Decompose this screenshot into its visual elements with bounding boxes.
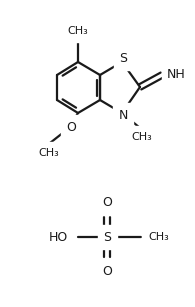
Text: O: O [102, 196, 112, 209]
Text: CH₃: CH₃ [39, 148, 59, 158]
Text: CH₃: CH₃ [132, 132, 152, 142]
Text: N: N [118, 108, 128, 122]
Text: O: O [66, 121, 76, 134]
Text: O: O [102, 265, 112, 278]
Text: CH₃: CH₃ [148, 232, 169, 242]
Text: S: S [103, 231, 111, 243]
Text: CH₃: CH₃ [68, 26, 88, 36]
Text: S: S [119, 52, 127, 64]
Text: NH: NH [167, 68, 186, 80]
Text: HO: HO [49, 231, 68, 243]
